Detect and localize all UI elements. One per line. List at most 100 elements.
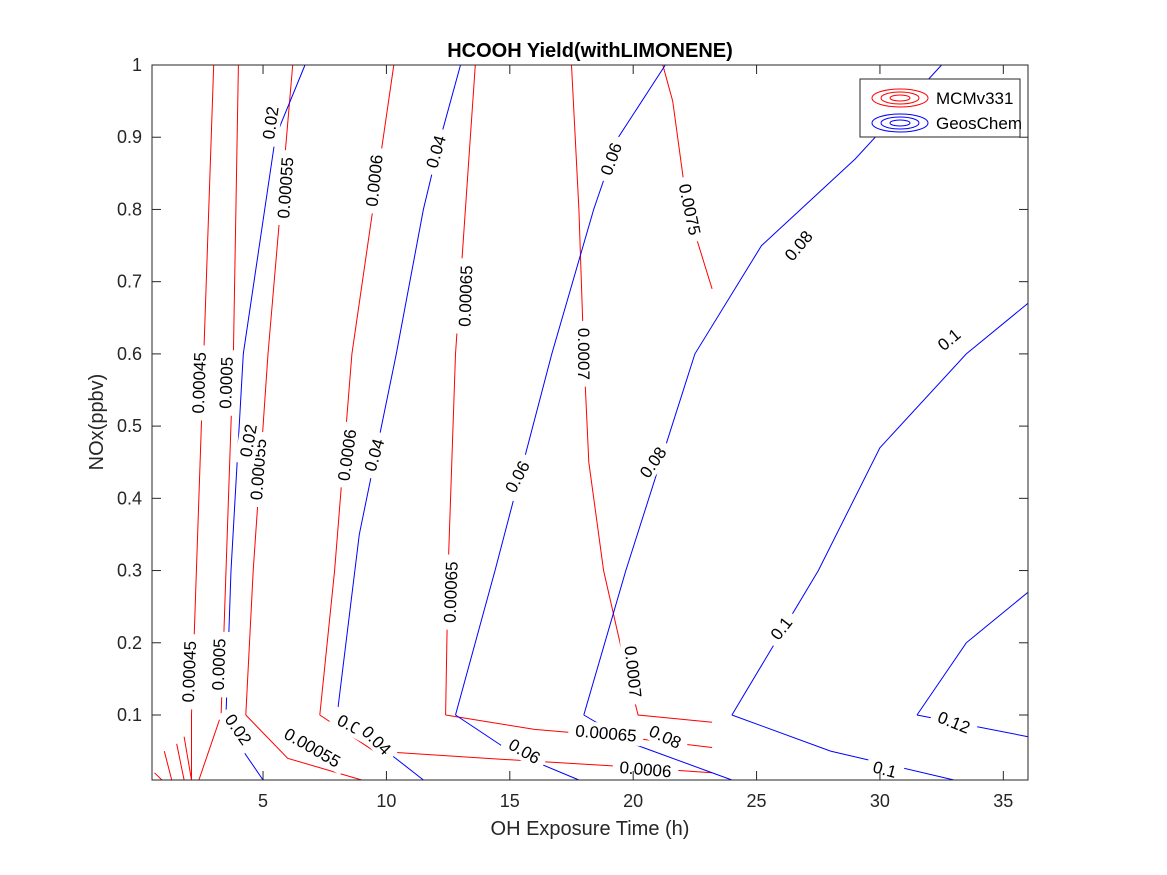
geoschem-contour-line — [731, 714, 955, 781]
y-tick-label: 1 — [132, 55, 142, 75]
contour-label-background — [673, 175, 707, 244]
mcmv331-contour-line — [154, 772, 163, 781]
contour-label: 0.04 — [358, 429, 391, 481]
contour-label-background — [499, 730, 550, 772]
x-tick-label: 25 — [747, 791, 767, 811]
contour-label-background — [864, 754, 906, 784]
legend-swatch-ellipse — [880, 116, 920, 130]
contour-label-text: 0.00045 — [189, 352, 210, 414]
legend-swatch-ellipse — [871, 113, 929, 133]
y-axis-label: NOx(ppbv) — [86, 374, 108, 471]
geoschem-contour-line — [225, 64, 306, 716]
mcmv331-contour-line — [183, 736, 192, 781]
contour-label: 0.0007 — [573, 321, 594, 387]
legend-swatch-ellipse — [880, 91, 920, 105]
contour-label: 0.0005 — [214, 349, 238, 416]
legend-item-mcmv331[interactable]: MCMv331 — [871, 88, 1013, 108]
contour-label-background — [593, 133, 629, 185]
y-tick-label: 0.9 — [117, 127, 142, 147]
contour-label-background — [640, 717, 691, 756]
contour-label-text: 0.0005 — [216, 357, 237, 410]
contour-label-text: 0.0006 — [619, 758, 672, 781]
contour-label: 0.00065 — [454, 258, 477, 335]
contour-label-background — [439, 554, 462, 631]
contour-label: 0.00065 — [439, 554, 462, 631]
mcmv331-contour-line — [662, 64, 713, 290]
contour-label-background — [360, 146, 388, 215]
contour-label-background — [567, 719, 645, 747]
y-tick-label: 0.8 — [117, 199, 142, 219]
legend-swatch-ellipse — [889, 94, 911, 102]
contour-label-background — [214, 349, 238, 416]
mcmv331-contour-line — [176, 743, 185, 781]
contour-label: 0.00055 — [272, 149, 298, 227]
mcmv331-contour-line — [198, 64, 239, 781]
y-tick-label: 0.3 — [117, 561, 142, 581]
y-axis-ticks: 0.1 0.2 0.3 0.4 0.5 0.6 0.7 0.8 0.9 1 — [117, 55, 1028, 725]
mcmv331-contour-line — [163, 750, 173, 781]
contour-label-background — [332, 421, 362, 489]
geoschem-contour-line — [336, 64, 461, 716]
mcmv331-contour-line — [571, 64, 713, 723]
x-axis-label: OH Exposure Time (h) — [491, 818, 690, 840]
y-tick-label: 0.1 — [117, 705, 142, 725]
contour-label: 0.1 — [864, 754, 906, 784]
contour-label-background — [216, 704, 260, 755]
contour-label-text: 0.0007 — [574, 328, 593, 380]
contour-label-background — [358, 429, 391, 481]
contour-label-background — [497, 451, 537, 502]
contour-label: 0.00045 — [187, 344, 211, 421]
x-tick-label: 20 — [623, 791, 643, 811]
contour-label-background — [187, 344, 211, 421]
contour-label: 0.02 — [234, 416, 263, 466]
chart-title: HCOOH Yield(withLIMONENE) — [447, 40, 733, 62]
geoschem-contour-line — [455, 64, 666, 716]
contour-label: 0.0006 — [611, 756, 680, 783]
legend[interactable]: MCMv331 GeosChem — [859, 78, 1022, 138]
mcmv331-contour-line — [445, 64, 476, 716]
legend-label-mcmv331: MCMv331 — [936, 89, 1013, 108]
contour-label-background — [257, 98, 284, 148]
x-tick-label: 30 — [870, 791, 890, 811]
contour-label-background — [573, 321, 594, 387]
x-tick-label: 10 — [376, 791, 396, 811]
y-tick-label: 0.4 — [117, 488, 142, 508]
mcmv331-contour-line — [191, 64, 215, 780]
contour-label-background — [234, 416, 263, 466]
contour-label-background — [274, 720, 350, 775]
contour-label-text: 0.00045 — [179, 641, 200, 703]
contour-label-background — [353, 716, 401, 764]
geoschem-contour-line — [583, 64, 942, 716]
y-tick-label: 0.7 — [117, 272, 142, 292]
x-tick-label: 15 — [500, 791, 520, 811]
contour-label-background — [928, 319, 970, 359]
contour-label: 0.08 — [631, 437, 675, 487]
legend-swatch-mcmv331 — [871, 88, 929, 108]
x-axis-ticks: 5 10 15 20 25 30 35 — [258, 65, 1013, 811]
contour-label-text: 0.00065 — [441, 561, 462, 623]
y-tick-label: 0.5 — [117, 416, 142, 436]
contour-label: 0.0006 — [360, 146, 388, 215]
contour-label-text: 0.00065 — [455, 265, 476, 327]
contour-label: 0.0005 — [207, 631, 230, 698]
contour-label-background — [631, 437, 675, 487]
legend-swatch-ellipse — [871, 88, 929, 108]
contour-label-background — [207, 631, 230, 698]
contour-label-background — [454, 258, 477, 335]
legend-swatch-ellipse — [889, 119, 911, 127]
contour-label-background — [761, 607, 801, 649]
contour-label-text: 0.0005 — [209, 638, 230, 691]
legend-item-geoschem[interactable]: GeosChem — [871, 113, 1022, 133]
geoschem-contour-line — [916, 591, 1029, 716]
contour-label-background — [177, 633, 201, 710]
contour-label-text: 0.02 — [259, 105, 282, 140]
y-tick-label: 0.2 — [117, 633, 142, 653]
y-tick-label: 0.6 — [117, 344, 142, 364]
contour-label-background — [619, 638, 647, 706]
contour-label: 0.02 — [257, 98, 284, 148]
x-tick-label: 5 — [258, 791, 268, 811]
legend-swatch-geoschem — [871, 113, 929, 133]
axes-box — [151, 64, 1029, 781]
